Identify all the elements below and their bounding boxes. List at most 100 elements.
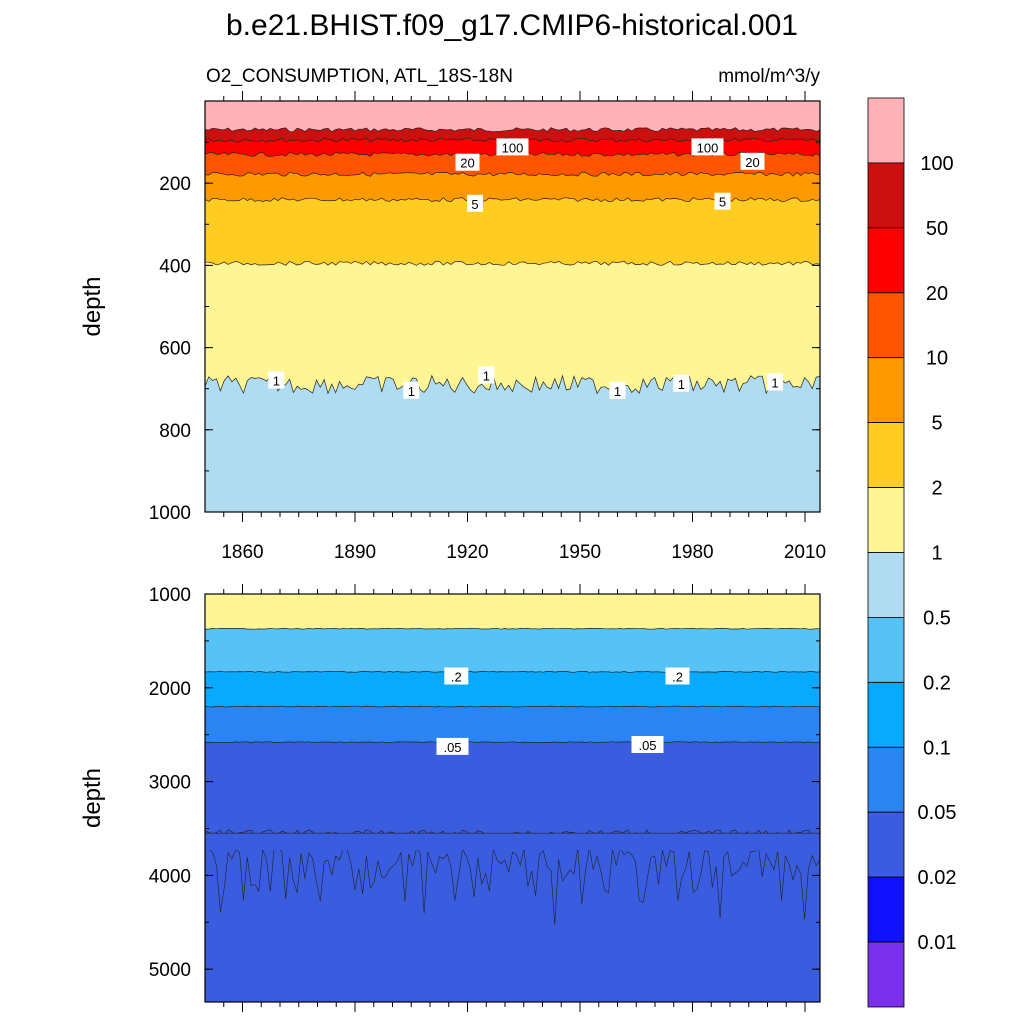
contour-label: 1 xyxy=(609,381,626,399)
lower-panel: .2 .2 .05 .05 1000 2000 3000 4000 5000 depth xyxy=(79,584,821,1012)
contour-label-text: 1 xyxy=(678,377,685,392)
x-tick-label: 2010 xyxy=(784,542,826,563)
contour-label: .05 xyxy=(436,737,469,755)
contour-label-bg xyxy=(268,371,285,389)
colorbar-swatch xyxy=(867,552,905,618)
contour-band xyxy=(205,829,820,1002)
contour-label: 1 xyxy=(268,371,285,389)
colorbar-swatch xyxy=(867,746,905,813)
contour-label-text: 1 xyxy=(273,374,280,389)
contour-band xyxy=(205,375,820,512)
contour-label: 1 xyxy=(673,374,690,392)
y-tick-label: 5000 xyxy=(149,960,191,981)
colorbar-swatch xyxy=(867,357,905,424)
contour-label-bg xyxy=(436,737,469,755)
contour-label: 5 xyxy=(467,194,483,212)
x-tick-label: 1980 xyxy=(671,542,713,563)
colorbar-swatch xyxy=(867,941,905,1008)
contour-label-text: 1 xyxy=(614,384,621,399)
colorbar-label: 1 xyxy=(931,543,942,565)
colorbar-swatch xyxy=(867,162,905,229)
contour-label-text: 1 xyxy=(771,376,778,391)
colorbar-swatch xyxy=(867,227,905,294)
contour-label-text: 1 xyxy=(483,369,490,384)
y-axis-label: depth xyxy=(79,768,106,828)
y-tick-label: 800 xyxy=(159,421,191,442)
contour-label-bg xyxy=(714,192,731,210)
colorbar: 100 50 20 10 5 2 1 0.5 0.2 0.1 0.05 0.02 0.01 xyxy=(867,97,957,1008)
x-tick-label: 1920 xyxy=(446,542,488,563)
contour-label-bg xyxy=(403,381,420,399)
contour-band xyxy=(205,836,820,851)
contour-label-bg xyxy=(665,667,690,685)
colorbar-swatch xyxy=(867,422,905,488)
contour-label-bg xyxy=(467,194,483,212)
colorbar-label: 0.5 xyxy=(923,607,951,629)
contour-label: 20 xyxy=(740,152,765,170)
x-tick-label: 1890 xyxy=(334,542,376,563)
contour-line xyxy=(205,705,820,708)
contour-label-text: 100 xyxy=(697,140,719,155)
chart-subtitle-left: O2_CONSUMPTION, ATL_18S-18N xyxy=(206,66,513,87)
y-tick-label: 2000 xyxy=(149,679,191,700)
colorbar-swatch xyxy=(867,97,905,164)
contour-label-text: .2 xyxy=(672,670,683,685)
y-tick-label: 4000 xyxy=(149,866,191,887)
x-tick-label: 1950 xyxy=(559,542,601,563)
colorbar-label: 10 xyxy=(926,348,948,370)
contour-label-bg xyxy=(767,373,783,391)
contour-label: 100 xyxy=(691,138,724,156)
colorbar-swatch xyxy=(867,292,905,359)
contour-label: .05 xyxy=(631,736,664,753)
colorbar-swatch xyxy=(867,876,905,943)
colorbar-label: 0.02 xyxy=(918,867,957,889)
contour-label-bg xyxy=(691,138,724,156)
contour-label-text: 5 xyxy=(471,197,478,212)
contour-label: 1 xyxy=(478,366,495,384)
contour-line xyxy=(205,374,820,395)
upper-panel: 100 100 20 20 5 5 1 1 1 1 1 1 200 400 600 800 1000 1860 18… xyxy=(79,91,826,563)
contour-label-bg xyxy=(673,374,690,392)
contour-line xyxy=(205,127,820,133)
contour-label-text: .05 xyxy=(638,738,656,753)
contour-label-bg xyxy=(478,366,495,384)
contour-label: 20 xyxy=(455,153,480,171)
contour-label: 1 xyxy=(403,381,420,399)
colorbar-swatch xyxy=(867,811,905,878)
y-tick-label: 1000 xyxy=(149,503,191,524)
colorbar-swatch xyxy=(867,617,905,683)
contour-label-bg xyxy=(609,381,626,399)
plot-frame xyxy=(204,593,821,1003)
contour-label-text: .05 xyxy=(443,740,461,755)
contour-line xyxy=(205,171,820,177)
contour-label-text: .2 xyxy=(451,670,462,685)
y-tick-label: 600 xyxy=(159,339,191,360)
contour-label-text: 20 xyxy=(745,155,759,170)
contour-label: .2 xyxy=(444,667,469,685)
contour-label: 1 xyxy=(767,373,783,391)
y-tick-label: 3000 xyxy=(149,773,191,794)
chart-title: b.e21.BHIST.f09_g17.CMIP6-historical.001 xyxy=(226,9,798,42)
colorbar-label: 100 xyxy=(920,153,953,175)
colorbar-label: 50 xyxy=(926,218,948,240)
contour-label-bg xyxy=(740,152,765,170)
colorbar-label: 0.1 xyxy=(923,737,951,759)
contour-label-text: 100 xyxy=(502,140,524,155)
colorbar-label: 0.05 xyxy=(918,802,957,824)
colorbar-swatch xyxy=(867,682,905,748)
contour-label: 5 xyxy=(714,192,731,210)
colorbar-label: 2 xyxy=(931,478,942,500)
contour-line xyxy=(205,671,820,673)
colorbar-label: 0.2 xyxy=(923,672,951,694)
y-tick-label: 1000 xyxy=(149,585,191,606)
contour-line xyxy=(205,741,820,744)
contour-label-bg xyxy=(455,153,480,171)
contour-label-text: 5 xyxy=(719,195,726,210)
x-tick-label: 1860 xyxy=(221,542,263,563)
contour-line xyxy=(205,627,820,630)
contour-line xyxy=(205,260,820,266)
y-tick-label: 400 xyxy=(159,256,191,277)
contour-label: 100 xyxy=(496,138,529,156)
contour-label-text: 1 xyxy=(408,384,415,399)
